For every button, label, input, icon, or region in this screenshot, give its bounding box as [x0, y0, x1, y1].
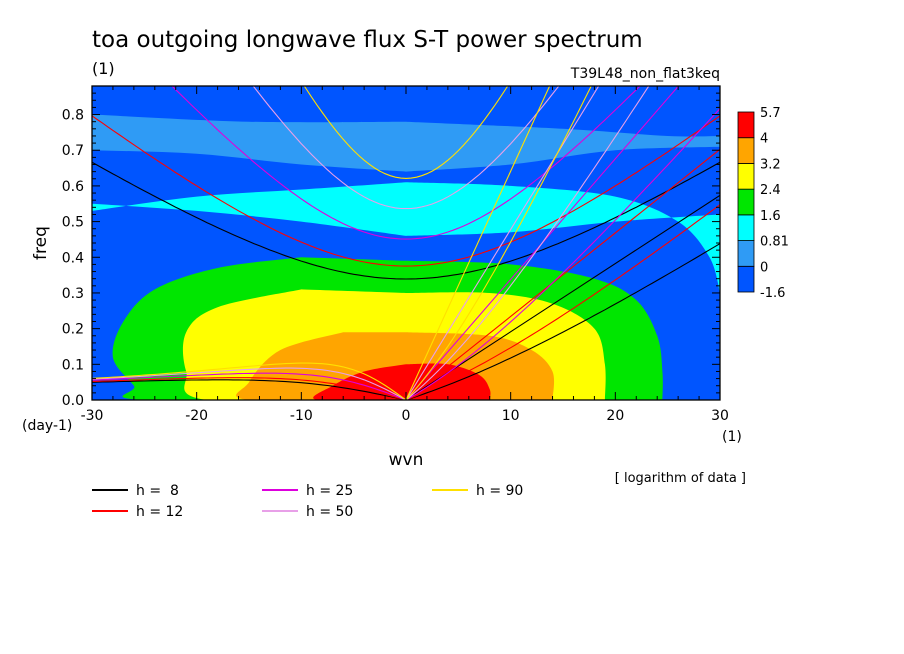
colorbar-swatch: [737, 137, 755, 164]
colorbar-swatch: [737, 188, 755, 216]
dispersion-h=25: [92, 86, 720, 400]
ig-line: [92, 115, 720, 267]
kelvin-line: [405, 86, 600, 400]
legend-item: h = 90: [432, 483, 523, 499]
legend-label: h = 25: [306, 483, 353, 499]
x-tick-label: -30: [81, 408, 104, 424]
legend: h = 8 h = 12 h = 25 h = 50 h = 90: [92, 483, 523, 520]
colorbar-label: 2.4: [760, 183, 781, 198]
rossby-line: [92, 377, 407, 400]
legend-item: h = 25: [262, 483, 353, 499]
x-axis-label: wvn: [389, 450, 424, 470]
colorbar-swatch: [737, 111, 755, 139]
contour-level-5.7: [301, 363, 720, 400]
colorbar-swatch: [737, 214, 755, 241]
dispersion-h=8: [92, 161, 720, 400]
legend-label: h = 8: [136, 483, 179, 499]
x-tick-label: 20: [606, 408, 624, 424]
ig-line: [171, 86, 641, 240]
rossby-line: [92, 372, 407, 400]
kelvin-line: [405, 194, 720, 400]
x-tick-label: 10: [502, 408, 520, 424]
data-note: [ logarithm of data ]: [615, 471, 746, 486]
colorbar-label: 5.7: [760, 106, 781, 121]
ig-line: [252, 86, 560, 210]
mrg-line: [405, 204, 720, 400]
colorbar: -1.6 0 0.81 1.6 2.4 3.2 4 5.7: [737, 106, 789, 301]
y-tick-label: 0.5: [62, 215, 84, 231]
colorbar-label: 4: [760, 132, 768, 147]
dispersion-h=12: [92, 115, 720, 400]
y-tick-label: 0.0: [62, 393, 84, 409]
kelvin-line: [405, 148, 720, 400]
rossby-line: [92, 362, 407, 400]
x-tick-label: -20: [185, 408, 208, 424]
legend-label: h = 12: [136, 504, 183, 520]
colorbar-label: -1.6: [760, 286, 785, 301]
y-tick-label: 0.7: [62, 143, 84, 159]
run-name: T39L48_non_flat3keq: [570, 66, 720, 82]
kelvin-line: [405, 86, 680, 400]
legend-item: h = 12: [92, 504, 183, 520]
x-tick-label: 30: [711, 408, 729, 424]
x-axis-unit: (1): [722, 429, 742, 445]
rossby-line: [92, 367, 407, 400]
y-tick-label: 0.3: [62, 286, 84, 302]
rossby-line: [92, 379, 407, 400]
colorbar-label: 0.81: [760, 235, 789, 250]
legend-item: h = 50: [262, 504, 353, 520]
mrg-line: [405, 243, 720, 400]
legend-label: h = 50: [306, 504, 353, 520]
ig-line: [92, 161, 720, 280]
y-tick-label: 0.6: [62, 179, 84, 195]
y-axis-label: freq: [31, 226, 51, 260]
chart-unit-label: (1): [92, 59, 115, 78]
legend-label: h = 90: [476, 483, 523, 499]
mrg-line: [405, 86, 592, 400]
x-tick-label: -10: [290, 408, 313, 424]
axes: -30 -20 -10 0 10 20 30 0.0 0.1 0.2 0.3 0.4 0.5 0.6 0.7…: [62, 86, 729, 424]
colorbar-swatch: [737, 240, 755, 267]
mrg-line: [405, 108, 720, 400]
kelvin-line: [405, 86, 551, 400]
x-tick-label: 0: [402, 408, 411, 424]
colorbar-label: 3.2: [760, 157, 781, 172]
legend-item: h = 8: [92, 483, 179, 499]
mrg-line: [405, 86, 650, 400]
contour-level-0.81: [92, 114, 720, 400]
dispersion-h=50: [92, 86, 650, 400]
colorbar-label: 0: [760, 260, 768, 275]
y-axis-unit: (day-1): [22, 418, 72, 434]
chart-title: toa outgoing longwave flux S-T power spe…: [92, 27, 643, 53]
dispersion-h=90: [92, 86, 592, 400]
contour-fills: [92, 86, 720, 400]
y-tick-label: 0.8: [62, 108, 84, 124]
colorbar-label: 1.6: [760, 209, 781, 224]
ig-line: [303, 86, 509, 179]
contour-level-1.6: [92, 182, 720, 400]
y-tick-label: 0.1: [62, 357, 84, 373]
colorbar-swatch: [737, 163, 755, 190]
y-tick-label: 0.4: [62, 250, 84, 266]
colorbar-swatch: [737, 265, 755, 293]
y-tick-label: 0.2: [62, 322, 84, 338]
dispersion-curves: [92, 86, 720, 400]
